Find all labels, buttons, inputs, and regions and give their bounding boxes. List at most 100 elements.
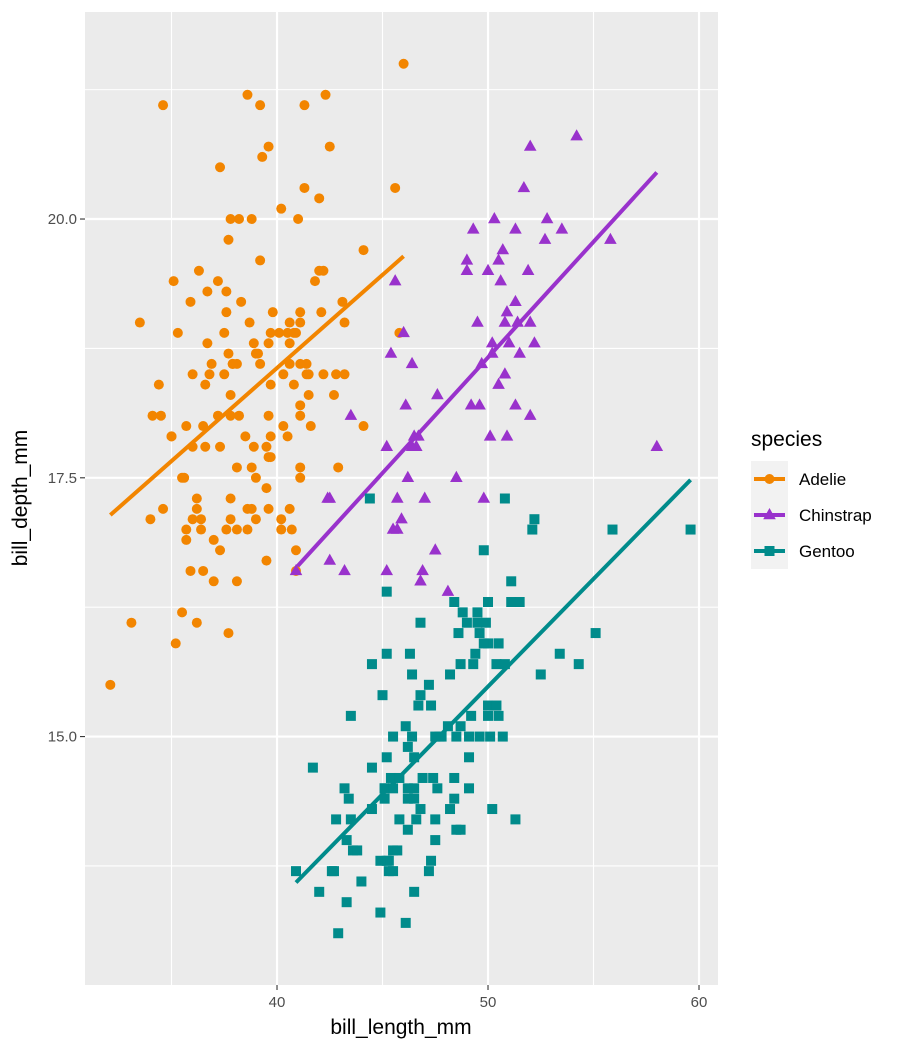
point-adelie	[295, 462, 306, 473]
y-tick-label: 17.5	[48, 470, 77, 487]
point-gentoo	[426, 855, 437, 866]
point-adelie	[261, 441, 272, 452]
point-gentoo	[445, 669, 456, 680]
data-points	[105, 58, 696, 939]
point-adelie	[153, 379, 164, 390]
point-adelie	[248, 441, 259, 452]
point-gentoo	[404, 648, 415, 659]
plot-panel	[85, 12, 718, 985]
point-chinstrap	[492, 377, 505, 389]
point-adelie	[155, 410, 166, 421]
point-adelie	[278, 421, 289, 432]
point-gentoo	[383, 866, 394, 877]
fit-line-adelie	[108, 254, 405, 517]
point-adelie	[147, 410, 158, 421]
point-gentoo	[366, 762, 377, 773]
point-adelie	[223, 234, 234, 245]
point-chinstrap	[488, 212, 501, 224]
point-gentoo	[449, 597, 460, 608]
fit-line-gentoo	[294, 478, 692, 884]
x-axis-title: bill_length_mm	[330, 1016, 471, 1039]
point-adelie	[191, 493, 202, 504]
point-gentoo	[409, 793, 420, 804]
point-chinstrap	[416, 563, 429, 576]
point-gentoo	[529, 514, 540, 525]
point-chinstrap	[555, 222, 569, 234]
point-gentoo	[514, 597, 525, 608]
series-gentoo	[291, 493, 696, 939]
legend-label: Adelie	[799, 470, 846, 489]
point-gentoo	[345, 814, 356, 825]
point-gentoo	[449, 793, 460, 804]
point-adelie	[295, 472, 306, 483]
point-adelie	[284, 338, 295, 349]
point-gentoo	[464, 783, 475, 794]
point-chinstrap	[460, 253, 474, 265]
point-chinstrap	[401, 470, 415, 482]
point-adelie	[265, 379, 276, 390]
point-chinstrap	[500, 305, 514, 317]
point-gentoo	[451, 731, 462, 742]
point-adelie	[246, 462, 257, 473]
point-adelie	[295, 358, 306, 369]
point-adelie	[242, 503, 253, 514]
point-adelie	[166, 431, 177, 442]
point-adelie	[303, 389, 314, 400]
point-gentoo	[497, 731, 508, 742]
point-adelie	[240, 431, 251, 442]
point-gentoo	[483, 597, 494, 608]
point-gentoo	[388, 783, 399, 794]
legend-marker	[764, 474, 775, 484]
point-adelie	[255, 358, 266, 369]
point-adelie	[261, 555, 272, 566]
point-gentoo	[381, 855, 392, 866]
point-adelie	[284, 317, 295, 328]
point-adelie	[208, 534, 219, 545]
point-chinstrap	[399, 398, 413, 410]
point-adelie	[196, 514, 207, 525]
point-adelie	[181, 524, 192, 535]
point-adelie	[358, 421, 369, 432]
point-adelie	[320, 89, 331, 100]
point-adelie	[215, 162, 226, 173]
point-chinstrap	[395, 512, 408, 524]
y-tick-label: 15.0	[48, 729, 77, 746]
point-chinstrap	[390, 491, 404, 503]
point-adelie	[339, 369, 350, 380]
point-adelie	[328, 389, 339, 400]
point-adelie	[221, 524, 232, 535]
point-gentoo	[493, 638, 504, 649]
x-tick-label: 40	[269, 994, 286, 1011]
point-adelie	[250, 514, 261, 525]
point-adelie	[265, 431, 276, 442]
point-gentoo	[385, 772, 396, 783]
point-adelie	[212, 410, 223, 421]
point-gentoo	[430, 731, 441, 742]
point-adelie	[225, 514, 236, 525]
point-adelie	[225, 493, 236, 504]
point-adelie	[267, 307, 278, 318]
point-chinstrap	[523, 139, 537, 151]
point-adelie	[250, 348, 261, 359]
point-gentoo	[375, 855, 386, 866]
point-adelie	[225, 389, 236, 400]
point-adelie	[282, 431, 293, 442]
legend-marker	[764, 546, 775, 556]
point-adelie	[225, 214, 236, 225]
point-adelie	[314, 193, 325, 204]
point-adelie	[219, 369, 230, 380]
point-chinstrap	[414, 574, 427, 586]
point-adelie	[295, 317, 306, 328]
point-chinstrap	[513, 346, 526, 358]
point-gentoo	[491, 659, 502, 670]
point-gentoo	[493, 710, 504, 721]
point-adelie	[288, 327, 299, 338]
point-adelie	[291, 545, 301, 556]
point-chinstrap	[405, 439, 419, 451]
x-axis-ticks: 40 50 60	[269, 985, 707, 1011]
point-chinstrap	[521, 263, 535, 275]
point-gentoo	[426, 700, 437, 711]
point-chinstrap	[494, 274, 507, 286]
point-adelie	[134, 317, 145, 328]
point-gentoo	[485, 731, 496, 742]
